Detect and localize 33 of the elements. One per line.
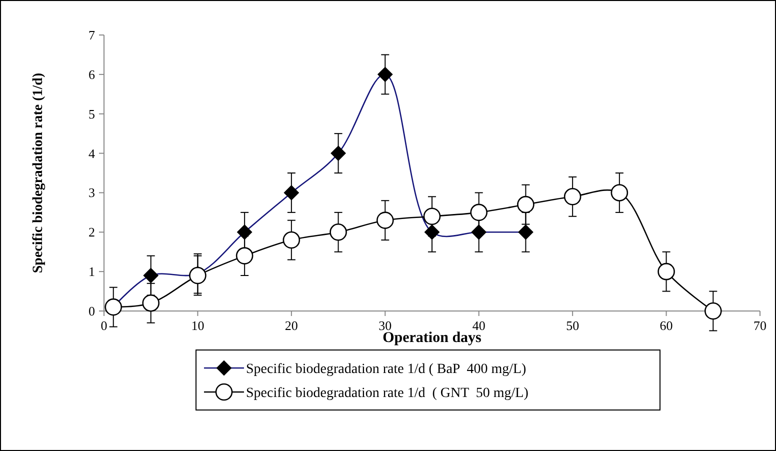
x-tick-label: 20 bbox=[284, 318, 298, 333]
x-tick-label: 0 bbox=[100, 318, 108, 333]
point bbox=[423, 208, 441, 226]
x-tick-label: 30 bbox=[378, 318, 392, 333]
point bbox=[658, 262, 675, 280]
point bbox=[517, 196, 534, 214]
legend-label: Specific biodegradation rate 1/d ( GNT 50 mg/L) bbox=[246, 386, 529, 401]
y-tick-label: 3 bbox=[88, 185, 95, 200]
x-tick-label: 10 bbox=[191, 318, 204, 333]
y-tick-label: 1 bbox=[88, 264, 95, 280]
point bbox=[564, 188, 582, 206]
point bbox=[610, 184, 628, 202]
point bbox=[189, 266, 206, 284]
point bbox=[704, 302, 722, 320]
y-tick-label: 4 bbox=[88, 146, 96, 161]
y-tick-label: 6 bbox=[88, 66, 96, 82]
y-tick-label: 5 bbox=[88, 106, 95, 122]
x-tick-label: 40 bbox=[472, 318, 486, 333]
point bbox=[282, 231, 300, 249]
point bbox=[470, 204, 488, 222]
point bbox=[330, 223, 347, 241]
y-tick-label: 2 bbox=[88, 224, 95, 240]
legend-label: Specific biodegradation rate 1/d ( BaP 400 mg/L) bbox=[246, 362, 527, 377]
point bbox=[236, 247, 254, 264]
point bbox=[142, 294, 160, 312]
x-tick-label: 70 bbox=[754, 318, 766, 333]
point bbox=[376, 212, 394, 229]
x-tick-label: 60 bbox=[660, 318, 673, 333]
x-axis-title: Operation days bbox=[382, 330, 482, 346]
y-tick-label: 0 bbox=[88, 304, 95, 318]
y-tick-label: 7 bbox=[88, 28, 96, 42]
x-tick-label: 50 bbox=[566, 318, 580, 333]
y-axis-title: Specific biodegradation rate (1/d) bbox=[31, 72, 46, 274]
